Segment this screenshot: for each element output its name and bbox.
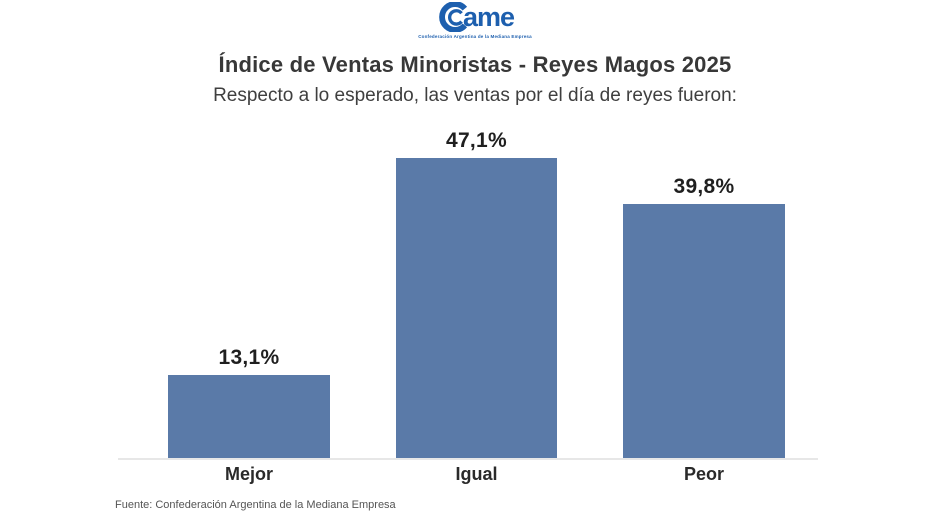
category-label-peor: Peor [683, 464, 725, 484]
came-c-icon [438, 2, 467, 32]
category-label-mejor: Mejor [224, 464, 273, 484]
came-tagline: Confederación Argentina de la Mediana Em… [418, 34, 532, 39]
bar-igual [396, 158, 557, 458]
came-wordmark: ame [462, 1, 515, 32]
category-label-igual: Igual [455, 464, 498, 484]
bar-group-mejor: 13,1% [168, 346, 330, 458]
x-axis-line [118, 458, 818, 460]
source-note: Fuente: Confederación Argentina de la Me… [115, 499, 396, 511]
page-title: Índice de Ventas Minoristas - Reyes Mago… [218, 52, 732, 77]
came-logo: ame Confederación Argentina de la Median… [418, 2, 532, 39]
page-subtitle: Respecto a lo esperado, las ventas por e… [213, 85, 737, 106]
bar-value-label-igual: 47,1% [445, 129, 508, 152]
bar-value-label-peor: 39,8% [673, 175, 735, 198]
bar-value-label-mejor: 13,1% [218, 346, 280, 369]
bar-group-igual: 47,1% [396, 129, 557, 458]
bar-group-peor: 39,8% [623, 175, 785, 458]
came-logo-mark: ame [418, 2, 532, 32]
bar-peor [623, 204, 785, 458]
bar-mejor [168, 375, 330, 458]
